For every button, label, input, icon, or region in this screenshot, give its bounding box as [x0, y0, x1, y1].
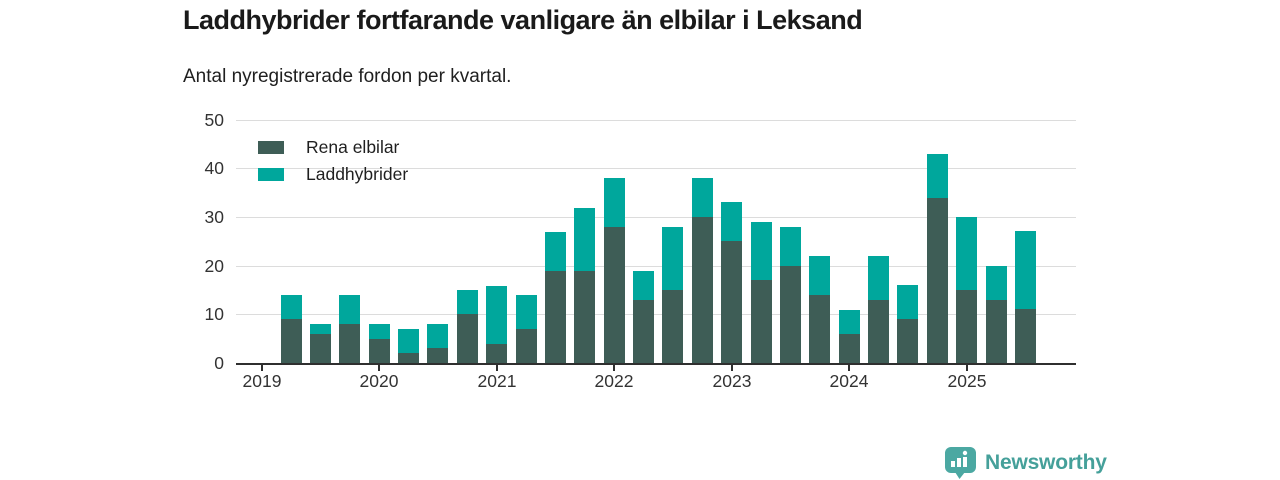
x-axis-label-2019: 2019	[242, 371, 282, 391]
legend-item-rena-elbilar: Rena elbilar	[258, 134, 408, 161]
gridline-y-30	[236, 217, 1076, 218]
y-axis-label-30: 30	[204, 207, 224, 227]
chart-subtitle: Antal nyregistrerade fordon per kvartal.	[183, 66, 512, 87]
bar-segment-laddhybrider-2020-Q2	[398, 329, 419, 353]
page-title: Laddhybrider fortfarande vanligare än el…	[183, 5, 863, 35]
y-axis-label-40: 40	[204, 158, 224, 178]
bar-segment-laddhybrider-2023-Q3	[780, 227, 801, 266]
x-axis-tick-2025	[966, 364, 968, 371]
bar-segment-rena-elbilar-2023-Q2	[751, 280, 772, 363]
bar-segment-laddhybrider-2024-Q3	[897, 285, 918, 319]
bar-segment-laddhybrider-2024-Q2	[868, 256, 889, 300]
legend-item-laddhybrider: Laddhybrider	[258, 161, 408, 188]
bar-segment-rena-elbilar-2023-Q4	[809, 295, 830, 363]
bar-segment-rena-elbilar-2024-Q1	[839, 334, 860, 363]
x-axis-tick-2024	[848, 364, 850, 371]
bar-segment-laddhybrider-2025-Q2	[986, 266, 1007, 300]
bar-segment-rena-elbilar-2021-Q4	[574, 271, 595, 363]
x-axis-label-2023: 2023	[712, 371, 752, 391]
bar-segment-rena-elbilar-2020-Q2	[398, 353, 419, 363]
x-axis-tick-2019	[261, 364, 263, 371]
newsworthy-logo[interactable]: Newsworthy	[944, 446, 1107, 480]
bar-segment-rena-elbilar-2019-Q3	[310, 334, 331, 363]
plot-area	[236, 119, 1076, 363]
bar-segment-rena-elbilar-2019-Q4	[339, 324, 360, 363]
bar-segment-laddhybrider-2023-Q4	[809, 256, 830, 295]
brand-name: Newsworthy	[985, 451, 1107, 474]
x-axis-label-2020: 2020	[359, 371, 399, 391]
bar-segment-laddhybrider-2021-Q4	[574, 208, 595, 271]
bar-segment-laddhybrider-2025-Q3	[1015, 231, 1036, 309]
bar-chart-pin-icon	[945, 447, 976, 479]
bar-segment-rena-elbilar-2025-Q1	[956, 290, 977, 363]
bar-segment-rena-elbilar-2024-Q4	[927, 198, 948, 363]
bar-segment-rena-elbilar-2021-Q1	[486, 344, 507, 363]
gridline-y-20	[236, 266, 1076, 267]
gridline-y-10	[236, 314, 1076, 315]
x-axis-tick-2020	[378, 364, 380, 371]
legend-label: Rena elbilar	[306, 137, 400, 157]
bar-segment-laddhybrider-2022-Q3	[662, 227, 683, 290]
bar-segment-rena-elbilar-2024-Q2	[868, 300, 889, 363]
bar-segment-rena-elbilar-2022-Q1	[604, 227, 625, 363]
bar-segment-laddhybrider-2023-Q2	[751, 222, 772, 280]
y-axis-label-0: 0	[214, 353, 224, 373]
bar-segment-laddhybrider-2024-Q4	[927, 154, 948, 198]
bar-segment-laddhybrider-2019-Q3	[310, 324, 331, 334]
bar-segment-laddhybrider-2021-Q2	[516, 295, 537, 329]
bar-segment-rena-elbilar-2024-Q3	[897, 319, 918, 363]
bar-segment-rena-elbilar-2021-Q2	[516, 329, 537, 363]
bar-segment-laddhybrider-2020-Q1	[369, 324, 390, 339]
legend-swatch-icon	[258, 141, 284, 154]
bar-segment-rena-elbilar-2021-Q3	[545, 271, 566, 363]
bar-segment-laddhybrider-2022-Q4	[692, 178, 713, 217]
bar-segment-laddhybrider-2022-Q2	[633, 271, 654, 300]
bar-segment-laddhybrider-2020-Q3	[427, 324, 448, 348]
x-axis-line	[236, 363, 1076, 365]
x-axis-label-2024: 2024	[829, 371, 869, 391]
bar-segment-laddhybrider-2022-Q1	[604, 178, 625, 227]
y-axis-label-50: 50	[204, 110, 224, 130]
x-axis-tick-2023	[731, 364, 733, 371]
x-axis-tick-2022	[613, 364, 615, 371]
bar-segment-rena-elbilar-2022-Q4	[692, 217, 713, 363]
bar-segment-rena-elbilar-2020-Q1	[369, 339, 390, 363]
legend-swatch-icon	[258, 168, 284, 181]
bar-segment-laddhybrider-2025-Q1	[956, 217, 977, 290]
bar-segment-rena-elbilar-2023-Q3	[780, 266, 801, 363]
y-axis-label-20: 20	[204, 256, 224, 276]
bar-segment-rena-elbilar-2020-Q3	[427, 348, 448, 363]
bar-segment-rena-elbilar-2022-Q2	[633, 300, 654, 363]
bar-segment-rena-elbilar-2020-Q4	[457, 314, 478, 363]
bar-segment-laddhybrider-2021-Q1	[486, 286, 507, 344]
bar-segment-rena-elbilar-2025-Q3	[1015, 309, 1036, 363]
bar-segment-rena-elbilar-2022-Q3	[662, 290, 683, 363]
x-axis-label-2022: 2022	[594, 371, 634, 391]
chart-legend: Rena elbilar Laddhybrider	[258, 134, 408, 188]
bar-segment-rena-elbilar-2023-Q1	[721, 241, 742, 363]
bar-segment-laddhybrider-2019-Q4	[339, 295, 360, 324]
bar-segment-laddhybrider-2019-Q2	[281, 295, 302, 319]
bar-segment-laddhybrider-2020-Q4	[457, 290, 478, 314]
bar-segment-rena-elbilar-2025-Q2	[986, 300, 1007, 363]
bar-segment-laddhybrider-2021-Q3	[545, 232, 566, 271]
gridline-y-40	[236, 168, 1076, 169]
x-axis-tick-2021	[496, 364, 498, 371]
x-axis-label-2025: 2025	[947, 371, 987, 391]
bar-segment-laddhybrider-2023-Q1	[721, 202, 742, 241]
bar-segment-rena-elbilar-2019-Q2	[281, 319, 302, 363]
bar-segment-laddhybrider-2024-Q1	[839, 310, 860, 334]
legend-label: Laddhybrider	[306, 164, 409, 184]
x-axis-label-2021: 2021	[477, 371, 517, 391]
gridline-y-50	[236, 120, 1076, 121]
y-axis-label-10: 10	[204, 304, 224, 324]
